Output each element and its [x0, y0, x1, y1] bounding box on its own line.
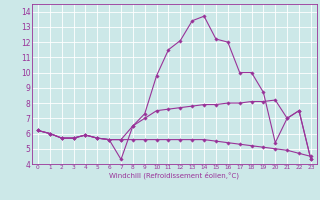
X-axis label: Windchill (Refroidissement éolien,°C): Windchill (Refroidissement éolien,°C) [109, 172, 239, 179]
